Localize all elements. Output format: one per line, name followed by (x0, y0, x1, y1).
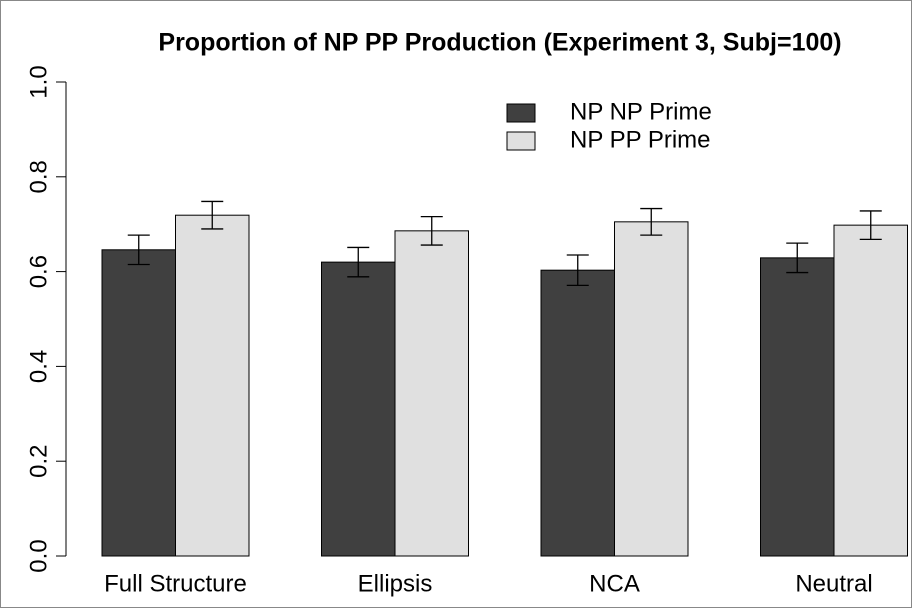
bar (175, 214, 250, 557)
y-tick-label: 0.4 (25, 350, 52, 383)
error-bar (859, 210, 882, 241)
bar (833, 224, 908, 557)
legend-swatch (506, 131, 536, 151)
y-tick-label: 1.0 (25, 65, 52, 98)
bar (540, 269, 615, 557)
x-tick-label: Full Structure (104, 570, 247, 597)
legend-label: NP PP Prime (570, 126, 711, 153)
error-bar (566, 254, 589, 286)
error-bar (347, 246, 370, 278)
x-tick-label: NCA (589, 570, 640, 597)
chart-title: Proportion of NP PP Production (Experime… (158, 29, 841, 57)
error-bar (127, 234, 150, 266)
legend-swatch (506, 103, 536, 123)
y-tick-label: 0.0 (25, 539, 52, 572)
bar (321, 261, 396, 557)
bar (760, 257, 835, 557)
y-tick-label: 0.8 (25, 160, 52, 193)
y-tick-label: 0.2 (25, 445, 52, 478)
error-bar (201, 200, 224, 230)
x-tick-label: Neutral (795, 570, 872, 597)
x-tick-label: Ellipsis (358, 570, 433, 597)
bar (394, 230, 469, 557)
legend-label: NP NP Prime (570, 98, 712, 125)
bar (101, 249, 176, 557)
error-bar (640, 207, 663, 236)
error-bar (420, 215, 443, 246)
y-tick-label: 0.6 (25, 255, 52, 288)
bar (614, 221, 689, 557)
error-bar (786, 242, 809, 274)
